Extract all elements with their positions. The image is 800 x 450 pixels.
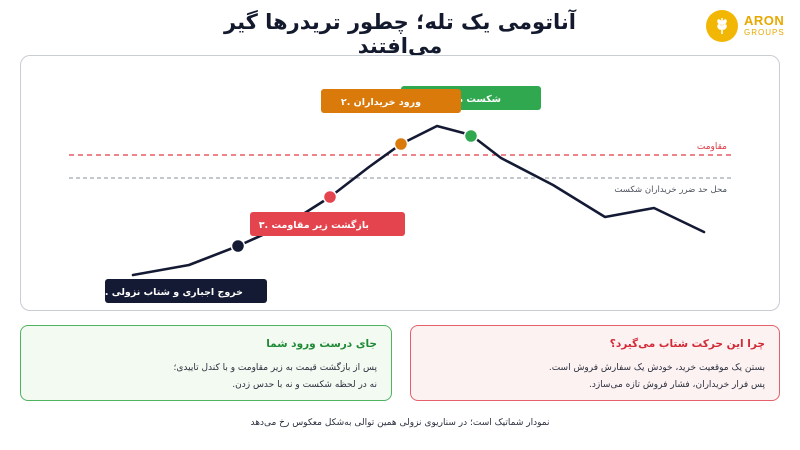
breakout-marker [463,128,479,144]
page-title: آناتومی یک تله؛ چطور تریدرها گیر می‌افتن… [224,10,576,58]
price-path [131,124,706,277]
acceleration-panel-line-2: پس فرار خریداران، فشار فروش تازه می‌سازد… [588,380,765,390]
exit-callout [105,279,267,303]
exit-marker [230,238,246,254]
return-callout [250,212,405,236]
wheat-icon [706,10,738,42]
entry-panel: جای درست ورود شما پس از بازگشت قیمت به ز… [20,325,392,401]
footnote: نمودار شماتیک است؛ در سناریوی نزولی همین… [250,418,550,428]
acceleration-panel-title: چرا این حرکت شتاب می‌گیرد؟ [609,338,765,350]
logo-subtitle: GROUPS [744,28,785,37]
acceleration-panel: چرا این حرکت شتاب می‌گیرد؟ بستن یک موقعی… [410,325,780,401]
acceleration-panel-line-1: بستن یک موقعیت خرید، خودش یک سفارش فروش … [548,363,765,373]
buyers-callout [321,89,461,113]
entry-panel-line-1: پس از بازگشت قیمت به زیر مقاومت و با کند… [173,363,377,373]
buyers-marker [393,136,409,152]
exit-callout-text: ۴. خروج اجباری و شتاب نزولی [99,287,243,298]
entry-panel-title: جای درست ورود شما [266,338,377,350]
brand-logo: ARON GROUPS [706,10,796,44]
diagram-frame: مقاومت محل حد ضرر خریداران شکست ۱. شکست … [20,55,780,311]
resistance-label: مقاومت [697,142,727,152]
return-marker [322,189,338,205]
entry-panel-line-2: نه در لحظه شکست و نه با حدس زدن. [232,380,377,390]
stoploss-label: محل حد ضرر خریداران شکست [614,185,727,195]
return-callout-text: ۳. بازگشت زیر مقاومت [259,219,369,231]
buyers-callout-text: ۲. ورود خریداران [341,97,421,108]
logo-name: ARON [744,13,785,28]
trap-diagram: مقاومت محل حد ضرر خریداران شکست ۱. شکست … [69,86,733,303]
